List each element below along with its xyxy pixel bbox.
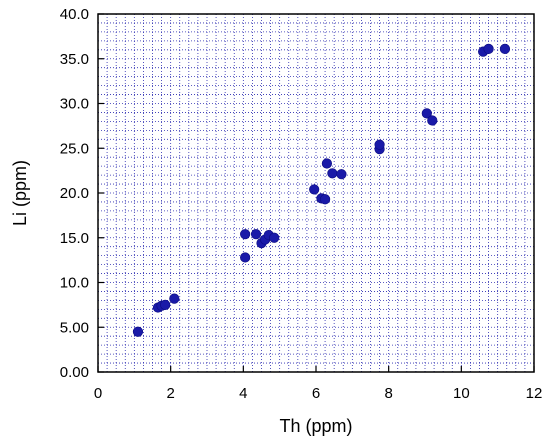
data-points <box>132 43 511 337</box>
data-point <box>240 229 251 240</box>
grid <box>98 14 534 372</box>
data-point <box>321 158 333 169</box>
data-point <box>169 293 180 304</box>
data-point <box>427 115 438 126</box>
y-tick-label: 30.0 <box>60 96 89 113</box>
x-tick-label: 12 <box>526 385 543 402</box>
x-tick-label: 4 <box>239 385 247 402</box>
data-point <box>269 232 280 243</box>
data-point <box>132 326 144 337</box>
data-point <box>483 43 494 55</box>
x-tick-label: 10 <box>453 385 470 402</box>
y-tick-label: 5.00 <box>60 319 89 336</box>
y-tick-label: 25.0 <box>60 140 89 157</box>
y-tick-label: 15.0 <box>60 230 89 247</box>
x-tick-label: 0 <box>94 385 102 402</box>
axis-ticks: 0 2 4 6 8 10 12 0.00 5.00 10.0 15.0 20.0 25.0 30.0 35.… <box>60 6 543 402</box>
data-point <box>309 184 320 195</box>
x-axis-title: Th (ppm) <box>279 416 352 436</box>
data-point <box>421 108 432 119</box>
y-axis-title: Li (ppm) <box>10 160 30 226</box>
data-point <box>240 252 251 263</box>
x-tick-label: 2 <box>166 385 174 402</box>
data-point <box>319 194 331 205</box>
x-tick-label: 6 <box>312 385 320 402</box>
y-tick-label: 40.0 <box>60 6 89 23</box>
data-point <box>336 169 347 180</box>
data-point <box>327 168 338 179</box>
x-tick-label: 8 <box>384 385 392 402</box>
data-point <box>499 43 511 55</box>
y-tick-label: 20.0 <box>60 185 89 202</box>
data-point <box>374 139 385 150</box>
data-point <box>250 229 262 240</box>
y-tick-label: 10.0 <box>60 275 89 292</box>
y-tick-label: 0.00 <box>60 364 89 381</box>
y-tick-label: 35.0 <box>60 51 89 68</box>
data-point <box>160 299 171 310</box>
